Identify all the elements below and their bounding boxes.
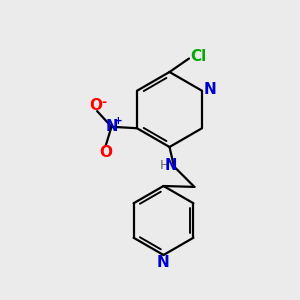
Text: N: N [165, 158, 177, 173]
Text: N: N [157, 255, 170, 270]
Text: N: N [204, 82, 217, 97]
Text: Cl: Cl [190, 49, 207, 64]
Text: H: H [160, 159, 169, 172]
Text: O: O [89, 98, 102, 113]
Text: N: N [105, 119, 118, 134]
Text: +: + [114, 116, 122, 126]
Text: -: - [101, 96, 106, 109]
Text: O: O [99, 145, 112, 160]
